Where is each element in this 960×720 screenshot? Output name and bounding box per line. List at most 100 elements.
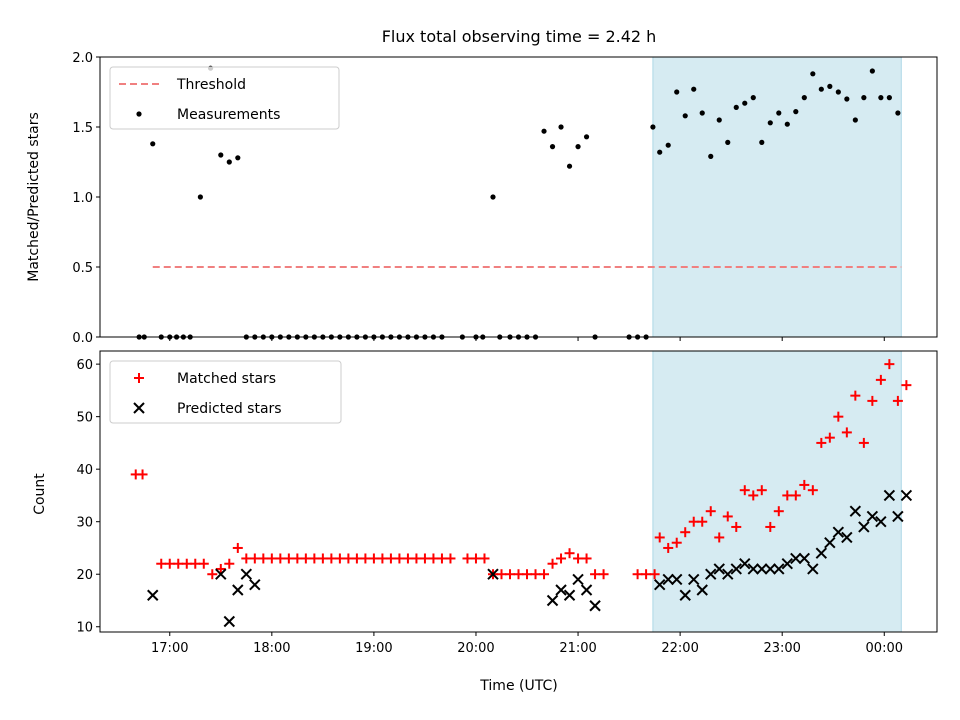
predicted-star-point — [240, 568, 253, 580]
predicted-star-point — [790, 552, 802, 565]
measurement-point — [218, 152, 224, 158]
x-tick-label: 17:00 — [151, 641, 188, 656]
matched-star-point — [258, 553, 269, 564]
measurement-point — [716, 117, 722, 123]
matched-star-point — [190, 558, 201, 569]
measurement-point — [197, 194, 203, 200]
predicted-star-point — [747, 563, 759, 575]
top-y-axis-label: Matched/Predicted stars — [26, 112, 42, 282]
y-tick-label: 10 — [76, 621, 93, 636]
matched-star-point — [156, 558, 167, 569]
measurement-point — [566, 163, 573, 169]
legend-box — [109, 360, 342, 424]
x-tick-label: 20:00 — [457, 641, 494, 656]
matched-star-point — [368, 553, 379, 564]
matched-star-point — [739, 485, 750, 496]
predicted-star-point — [223, 615, 236, 628]
matched-star-point — [731, 521, 742, 532]
matched-star-point — [530, 569, 541, 580]
matched-star-point — [334, 553, 345, 564]
matched-star-point — [850, 390, 861, 401]
legend-label: Measurements — [177, 107, 280, 123]
matched-star-point — [714, 532, 725, 543]
matched-star-point — [266, 553, 277, 564]
predicted-star-point — [232, 584, 244, 596]
matched-star-point — [436, 553, 447, 564]
matched-star-point — [765, 521, 776, 532]
matched-star-point — [722, 511, 733, 522]
matched-star-point — [632, 569, 643, 580]
y-tick-label: 60 — [76, 358, 93, 373]
legend: Threshold Measurements — [109, 66, 340, 130]
matched-star-point — [833, 411, 844, 422]
measurement-point — [699, 110, 705, 116]
matched-star-point — [671, 537, 682, 548]
matched-star-point — [224, 558, 235, 569]
measurement-point — [674, 89, 680, 95]
measurement-point — [852, 117, 858, 123]
predicted-star-point — [696, 584, 708, 596]
matched-star-point — [799, 479, 810, 490]
bottom-subplot: 10 20 30 40 50 60 17:00 18:00 19:00 20:00 21:00 22:… — [76, 350, 938, 656]
measurement-point — [583, 134, 590, 140]
predicted-star-point — [807, 563, 819, 575]
predicted-star-point — [705, 568, 717, 580]
predicted-star-point — [662, 573, 674, 586]
matched-star-point — [207, 569, 218, 580]
bottom-y-axis-label: Count — [32, 473, 48, 515]
predicted-star-point — [563, 589, 576, 601]
matched-star-point — [419, 553, 430, 564]
measurement-point — [558, 124, 564, 130]
matched-star-point — [394, 553, 405, 564]
predicted-star-point — [849, 505, 862, 517]
x-axis-label: Time (UTC) — [479, 678, 557, 694]
matched-star-point — [445, 553, 456, 564]
matched-star-point — [300, 553, 311, 564]
predicted-star-point — [875, 515, 887, 528]
measurement-point — [878, 95, 884, 101]
matched-star-point — [275, 553, 286, 564]
matched-star-point — [462, 553, 473, 564]
measurement-point — [665, 142, 671, 148]
legend-label: Threshold — [176, 77, 246, 93]
matched-star-point — [309, 553, 320, 564]
matched-star-point — [343, 553, 354, 564]
x-tick-label: 21:00 — [559, 641, 596, 656]
predicted-star-point — [866, 510, 879, 523]
predicted-star-point — [713, 563, 725, 575]
measurement-point — [708, 153, 714, 159]
matched-star-point — [360, 553, 371, 564]
measurement-point — [844, 96, 850, 102]
matched-star-point — [232, 542, 243, 553]
measurement-point — [650, 124, 656, 130]
matched-star-point — [892, 395, 903, 406]
chart-title: Flux total observing time = 2.42 h — [382, 27, 657, 46]
matched-star-point — [663, 542, 674, 553]
measurement-point — [549, 144, 556, 150]
matched-star-point — [816, 437, 827, 448]
measurement-point — [733, 104, 739, 110]
measurement-point — [818, 86, 824, 92]
measurement-point — [150, 141, 156, 147]
predicted-star-point — [572, 573, 584, 586]
legend-label: Matched stars — [177, 371, 276, 387]
matched-star-point — [756, 485, 767, 496]
predicted-star-point — [858, 521, 870, 533]
y-tick-label: 1.0 — [72, 191, 93, 206]
matched-star-point — [641, 569, 652, 580]
matched-star-point — [875, 374, 886, 385]
legend-measurement-swatch — [136, 111, 142, 117]
predicted-star-point — [739, 558, 751, 570]
matched-star-point — [402, 553, 413, 564]
predicted-star-point — [824, 537, 836, 549]
y-tick-label: 30 — [76, 516, 93, 531]
matched-star-point — [181, 558, 192, 569]
matched-star-point — [748, 490, 759, 501]
matched-star-point — [547, 558, 558, 569]
matched-star-point — [590, 569, 601, 580]
matched-star-point — [241, 553, 252, 564]
matched-star-point — [901, 380, 912, 391]
matched-star-point — [505, 569, 516, 580]
matched-star-point — [773, 506, 784, 517]
measurement-point — [657, 149, 663, 155]
